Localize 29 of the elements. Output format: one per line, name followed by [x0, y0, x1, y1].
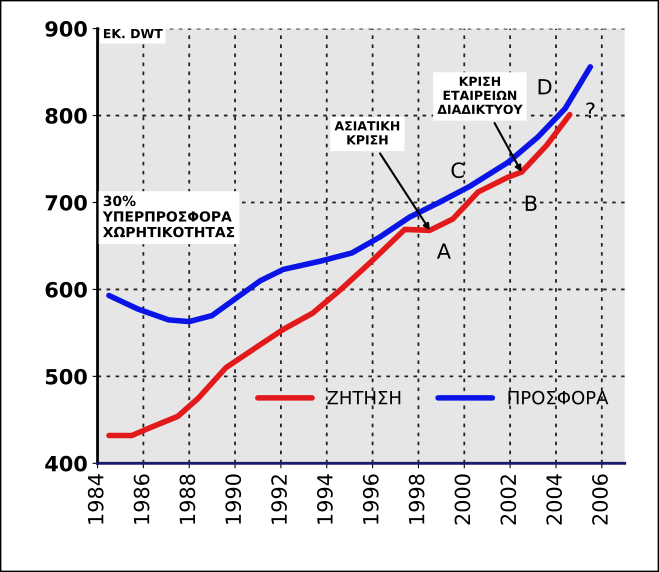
- x-tick-label: 1996: [362, 474, 379, 524]
- annotation: ΚΡΙΣΗ ΕΤΑΙΡΕΙΩΝ ΔΙΑΔΙΚΤΥΟΥ: [437, 76, 523, 114]
- annotation: ?: [586, 102, 595, 118]
- x-tick-label: 1988: [180, 474, 196, 524]
- y-axis-title: ΕΚ. DWT: [104, 28, 163, 38]
- x-tick-label: 1984: [88, 474, 104, 524]
- x-tick-label: 2006: [592, 474, 608, 525]
- legend-label: ΠΡΟΣΦΟΡΑ: [508, 390, 608, 404]
- annotation: D: [538, 79, 552, 94]
- y-tick-label: 800: [46, 108, 87, 124]
- annotation: A: [436, 243, 451, 259]
- annotation: 30% ΥΠΕΡΠΡΟΣΦΟΡΑ ΧΩΡΗΤΙΚΟΤΗΤΑΣ: [102, 196, 234, 238]
- y-tick-label: 500: [46, 368, 87, 385]
- y-tick-label: 900: [45, 21, 87, 37]
- legend-label: ΖΗΤΗΣΗ: [327, 391, 400, 404]
- y-tick-label: 600: [46, 282, 87, 298]
- x-tick-label: 1994: [317, 474, 333, 524]
- x-tick-label: 1992: [271, 475, 287, 524]
- x-tick-label: 1986: [134, 474, 150, 524]
- annotation: C: [452, 162, 464, 178]
- x-tick-label: 2002: [500, 475, 516, 525]
- annotation: ΑΣΙΑΤΙΚΗ ΚΡΙΣΗ: [334, 121, 400, 144]
- annotation: B: [526, 196, 537, 211]
- y-tick-label: 400: [45, 456, 87, 472]
- x-tick-label: 2000: [454, 474, 470, 525]
- x-tick-label: 1998: [408, 474, 424, 524]
- y-tick-label: 700: [46, 194, 87, 211]
- x-tick-label: 2004: [546, 474, 562, 525]
- x-tick-label: 1990: [225, 474, 242, 524]
